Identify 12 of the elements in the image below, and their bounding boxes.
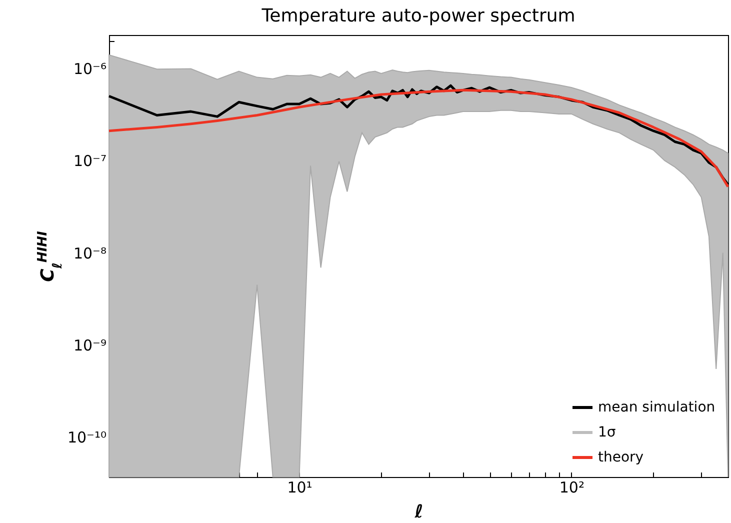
legend-label: mean simulation [598, 400, 716, 416]
y-tick-label: 10⁻⁹ [73, 336, 106, 354]
x-tick-label: 10¹ [287, 478, 312, 496]
y-tick-label: 10⁻¹⁰ [67, 428, 106, 447]
x-axis-title: ℓ [414, 502, 424, 522]
legend-label: theory [598, 450, 644, 466]
y-tick-label: 10⁻⁷ [73, 152, 106, 170]
y-tick-label: 10⁻⁸ [73, 244, 106, 262]
chart-title: Temperature auto-power spectrum [260, 6, 576, 27]
legend-label: 1σ [598, 424, 616, 440]
y-tick-label: 10⁻⁶ [73, 60, 106, 78]
x-tick-label: 10² [559, 478, 584, 496]
